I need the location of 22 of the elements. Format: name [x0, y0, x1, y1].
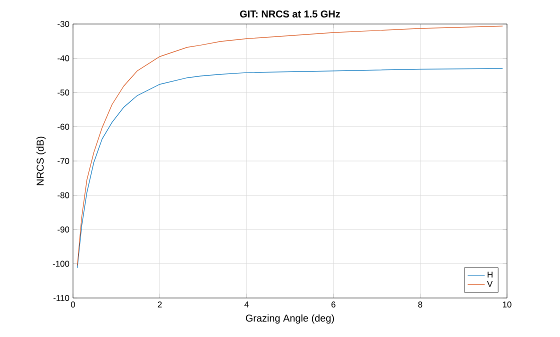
- x-tick-label: 8: [418, 302, 422, 308]
- x-tick-label: 2: [158, 302, 162, 308]
- x-tick-label: 0: [70, 302, 76, 308]
- x-tick-label: 10: [502, 302, 512, 308]
- y-tick-label: -110: [54, 295, 70, 301]
- legend-label: V: [487, 281, 493, 287]
- y-axis-title: NRCS (dB): [36, 136, 46, 186]
- y-tick-label: -40: [58, 55, 70, 62]
- x-tick-label: 4: [244, 302, 249, 308]
- chart-title: GIT: NRCS at 1.5 GHz: [240, 10, 340, 18]
- y-tick-label: -100: [52, 260, 70, 267]
- y-tick-label: -50: [58, 90, 70, 96]
- line-series: [77, 26, 503, 266]
- y-tick-label: -80: [58, 192, 70, 198]
- y-tick-label: -30: [58, 21, 70, 27]
- line-series: [77, 68, 503, 268]
- x-tick-label: 6: [331, 302, 336, 308]
- y-tick-label: -70: [58, 158, 70, 164]
- y-tick-label: -60: [58, 124, 70, 130]
- legend-label: H: [488, 272, 492, 278]
- x-axis-title: Grazing Angle (deg): [246, 314, 334, 324]
- y-tick-label: -90: [58, 226, 70, 232]
